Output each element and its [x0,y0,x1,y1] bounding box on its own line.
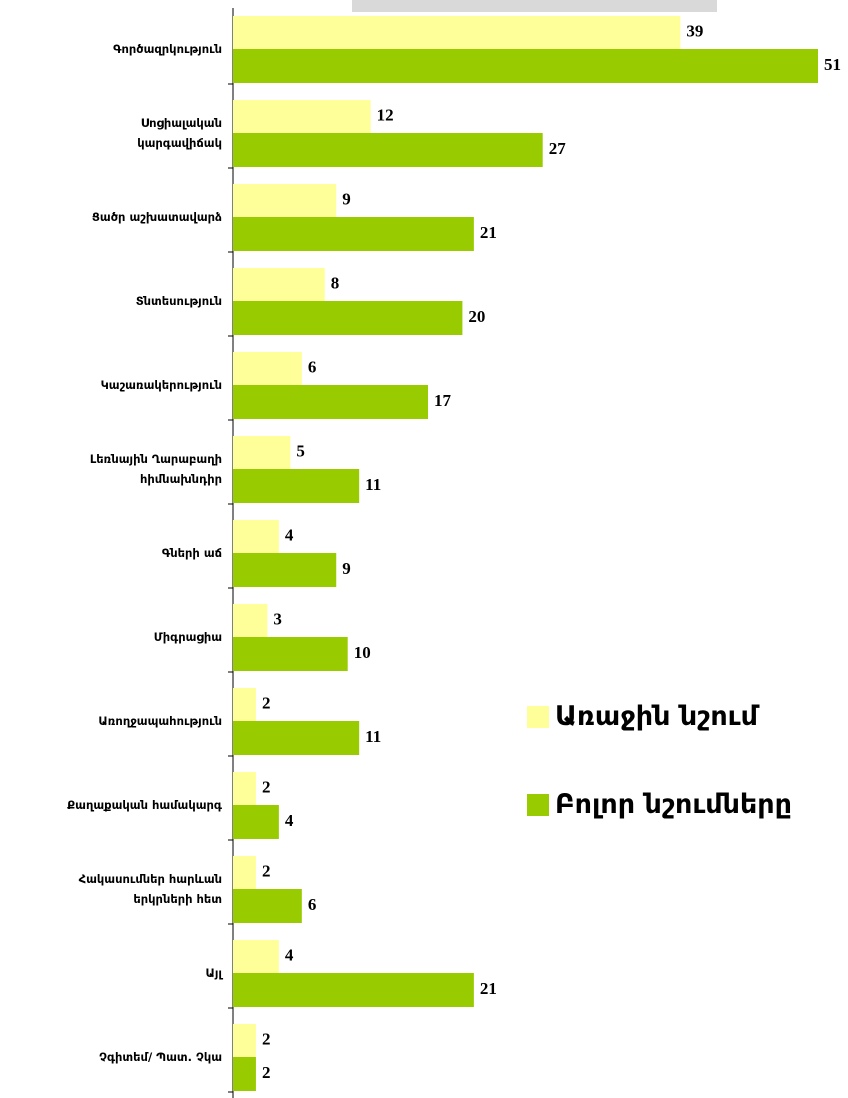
value-label: 2 [262,1029,271,1048]
legend-item: Բոլոր նշումները [527,788,795,822]
bar [233,469,360,503]
category-label: Տնտեսություն [135,294,222,308]
value-label: 5 [296,441,305,460]
bar [233,805,279,839]
bar [233,889,302,923]
value-label: 8 [331,273,340,292]
bar [233,1024,256,1057]
value-label: 4 [285,811,294,830]
legend-label: Բոլոր նշումները [555,789,792,820]
legend-label: Առաջին նշում [555,701,758,732]
bar [233,16,681,49]
value-label: 12 [377,105,394,124]
legend-item: Առաջին նշում [527,700,795,734]
value-label: 9 [342,559,351,578]
bar [233,721,360,755]
value-label: 9 [342,189,351,208]
bar [233,856,256,889]
value-label: 10 [354,643,371,662]
category-label: Լեռնային Ղարաբաղի հիմնախնդիր [89,452,222,486]
value-label: 11 [365,475,381,494]
value-label: 4 [285,945,294,964]
value-label: 20 [468,307,485,326]
value-label: 51 [824,55,841,74]
bar [233,1057,256,1091]
value-label: 17 [434,391,452,410]
category-label: Գների աճ [161,546,222,560]
bar [233,688,256,721]
bar [233,301,463,335]
bar [233,637,348,671]
category-label: Գործազրկություն [113,42,222,56]
legend-swatch [527,706,549,728]
value-label: 4 [285,525,294,544]
value-label: 2 [262,777,271,796]
value-label: 6 [308,895,317,914]
category-label: Հակասումներ հարևան երկրների հետ [78,872,222,906]
value-label: 2 [262,861,271,880]
value-label: 21 [480,979,497,998]
category-label: Այլ [205,966,222,980]
bar [233,940,279,973]
bar [233,133,543,167]
bar [233,385,428,419]
category-label: Կաշառակերություն [100,378,222,392]
bar [233,100,371,133]
value-label: 6 [308,357,317,376]
value-label: 2 [262,1063,271,1082]
bar [233,553,337,587]
bar [233,604,268,637]
bar [233,184,337,217]
bar [233,217,474,251]
bar [233,520,279,553]
bar [233,772,256,805]
category-label: Սոցիալական կարգավիճակ [137,116,222,150]
category-label: Ցածր աշխատավարձ [91,210,222,224]
value-label: 39 [686,21,703,40]
value-label: 27 [549,139,567,158]
category-label: Միգրացիա [153,630,222,644]
bar [233,268,325,301]
value-label: 21 [480,223,497,242]
value-label: 3 [273,609,282,628]
bar [233,352,302,385]
bar [233,49,818,83]
category-label: Չգիտեմ/ Պատ. Չկա [99,1050,222,1064]
title-box [352,0,717,12]
category-label: Քաղաքական համակարգ [67,798,222,812]
bar [233,436,291,469]
legend-swatch [527,794,549,816]
bar [233,973,474,1007]
value-label: 2 [262,693,271,712]
category-label: Առողջապահություն [98,714,222,728]
value-label: 11 [365,727,381,746]
